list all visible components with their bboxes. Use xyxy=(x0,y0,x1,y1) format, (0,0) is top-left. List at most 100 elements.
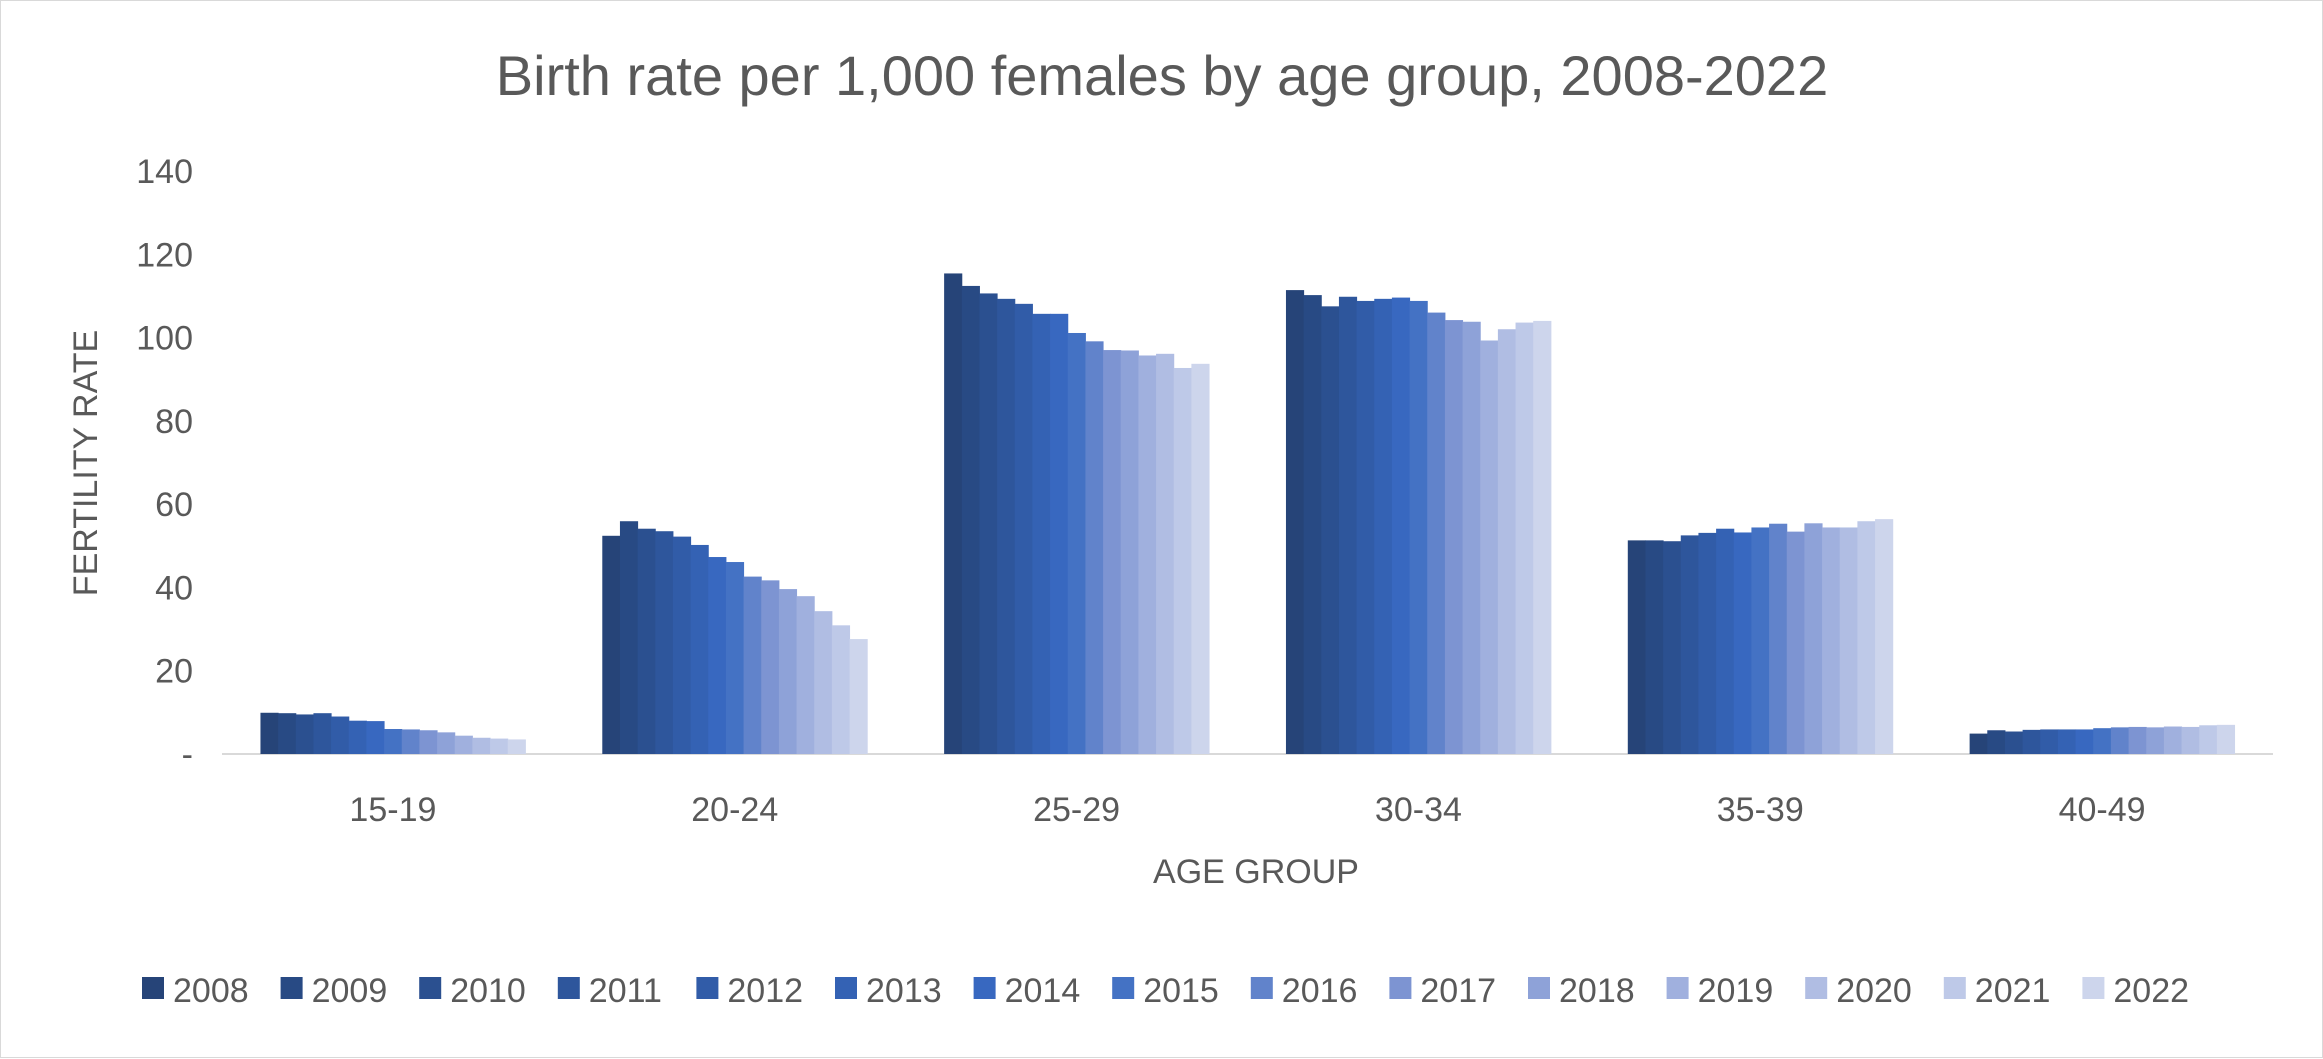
bar-25-29-2010 xyxy=(979,293,998,754)
x-tick-label: 35-39 xyxy=(1717,791,1804,829)
bar-40-49-2022 xyxy=(2216,724,2236,754)
bar-40-49-2008 xyxy=(1969,733,1988,754)
chart-title: Birth rate per 1,000 females by age grou… xyxy=(496,44,1828,107)
bar-25-29-2022 xyxy=(1191,363,1210,754)
bar-15-19-2021 xyxy=(490,738,509,754)
bar-20-24-2011 xyxy=(655,531,674,754)
bar-15-19-2011 xyxy=(313,713,332,754)
legend-label-2022: 2022 xyxy=(2113,972,2189,1010)
bar-40-49-2019 xyxy=(2163,726,2183,754)
bar-20-24-2009 xyxy=(619,521,639,754)
bar-15-19-2014 xyxy=(366,721,385,754)
bar-25-29-2009 xyxy=(961,285,980,754)
bar-40-49-2009 xyxy=(1987,730,2006,754)
bar-40-49-2018 xyxy=(2146,727,2165,754)
bar-20-24-2012 xyxy=(672,536,692,754)
legend-swatch-2018 xyxy=(1528,977,1550,999)
bar-30-34-2009 xyxy=(1303,295,1322,754)
bar-40-49-2020 xyxy=(2181,726,2200,754)
bar-20-24-2022 xyxy=(849,639,868,754)
x-axis-ticks: 15-19 20-24 25-29 30-34 35-39 40-49 xyxy=(349,791,2145,829)
bar-35-39-2010 xyxy=(1663,541,1682,754)
bar-20-24-2021 xyxy=(831,625,851,754)
bar-35-39-2009 xyxy=(1645,540,1664,754)
x-tick-label: 25-29 xyxy=(1033,791,1120,829)
legend-label-2021: 2021 xyxy=(1975,972,2051,1010)
bar-20-24-2015 xyxy=(725,562,745,754)
bar-35-39-2020 xyxy=(1839,527,1858,754)
legend-swatch-2017 xyxy=(1389,977,1412,999)
bar-15-19-2012 xyxy=(331,716,350,754)
bar-40-49-2011 xyxy=(2022,729,2041,754)
legend-label-2017: 2017 xyxy=(1420,972,1496,1010)
legend-swatch-2009 xyxy=(280,977,303,999)
bar-40-49-2015 xyxy=(2093,728,2112,754)
bar-35-39-2016 xyxy=(1769,523,1788,754)
bar-20-24-2010 xyxy=(637,528,656,754)
bar-15-19-2022 xyxy=(507,739,526,754)
bar-20-24-2018 xyxy=(778,589,798,754)
bar-40-49-2013 xyxy=(2057,729,2077,754)
bar-40-49-2016 xyxy=(2110,727,2130,754)
bar-35-39-2014 xyxy=(1733,532,1752,754)
bar-40-49-2012 xyxy=(2040,729,2059,754)
legend-label-2015: 2015 xyxy=(1143,972,1219,1010)
bar-20-24-2014 xyxy=(708,557,727,754)
bar-30-34-2011 xyxy=(1338,296,1358,754)
bar-35-39-2012 xyxy=(1698,532,1717,754)
bar-15-19-2009 xyxy=(278,713,297,754)
legend-swatch-2011 xyxy=(557,977,580,999)
bar-35-39-2015 xyxy=(1751,527,1770,754)
bar-40-49-2014 xyxy=(2075,729,2094,754)
bar-30-34-2013 xyxy=(1374,298,1393,754)
legend-swatch-2010 xyxy=(419,977,442,999)
bar-30-34-2015 xyxy=(1409,300,1428,754)
legend-swatch-2019 xyxy=(1666,977,1689,999)
y-tick-label: 40 xyxy=(155,569,193,607)
bar-40-49-2017 xyxy=(2128,726,2147,754)
bar-20-24-2019 xyxy=(796,596,815,754)
bar-30-34-2018 xyxy=(1462,321,1481,754)
legend-swatch-2015 xyxy=(1112,977,1135,999)
bar-20-24-2020 xyxy=(814,611,833,754)
legend-swatch-2012 xyxy=(696,977,719,999)
bar-25-29-2016 xyxy=(1085,341,1104,754)
bar-25-29-2019 xyxy=(1138,355,1157,754)
bar-25-29-2015 xyxy=(1067,332,1086,754)
legend-swatch-2013 xyxy=(835,977,857,999)
legend-label-2013: 2013 xyxy=(866,972,942,1010)
legend-label-2008: 2008 xyxy=(173,972,249,1010)
legend-label-2014: 2014 xyxy=(1005,972,1081,1010)
bar-30-34-2008 xyxy=(1285,290,1305,754)
bar-20-24-2008 xyxy=(602,535,621,754)
bar-15-19-2017 xyxy=(419,730,438,754)
legend-label-2019: 2019 xyxy=(1698,972,1774,1010)
legend-swatch-2020 xyxy=(1805,977,1828,999)
bar-25-29-2012 xyxy=(1014,303,1033,754)
legend-label-2009: 2009 xyxy=(312,972,388,1010)
bar-25-29-2018 xyxy=(1120,350,1139,754)
bar-20-24-2017 xyxy=(761,580,780,754)
legend-swatch-2016 xyxy=(1250,977,1273,999)
y-tick-label: 20 xyxy=(155,653,193,691)
bar-30-34-2014 xyxy=(1391,297,1411,754)
x-tick-label: 40-49 xyxy=(2059,791,2146,829)
y-tick-label: 80 xyxy=(155,403,193,441)
bar-40-49-2021 xyxy=(2199,725,2218,754)
bar-25-29-2020 xyxy=(1156,353,1175,754)
bar-20-24-2013 xyxy=(690,544,709,754)
legend-label-2018: 2018 xyxy=(1559,972,1635,1010)
bar-25-29-2014 xyxy=(1050,313,1069,754)
legend-label-2020: 2020 xyxy=(1836,972,1912,1010)
x-tick-label: 30-34 xyxy=(1375,791,1462,829)
bar-25-29-2008 xyxy=(944,273,963,754)
legend: 2008 2009 2010 2011 2012 2013 2014 2015 2016 2017… xyxy=(142,972,2189,1010)
bar-15-19-2010 xyxy=(295,714,314,754)
bar-35-39-2018 xyxy=(1804,523,1823,754)
legend-swatch-2021 xyxy=(1943,977,1966,999)
bar-15-19-2018 xyxy=(437,732,456,754)
legend-label-2012: 2012 xyxy=(727,972,803,1010)
y-tick-label: - xyxy=(182,736,193,774)
bar-25-29-2011 xyxy=(997,298,1016,754)
